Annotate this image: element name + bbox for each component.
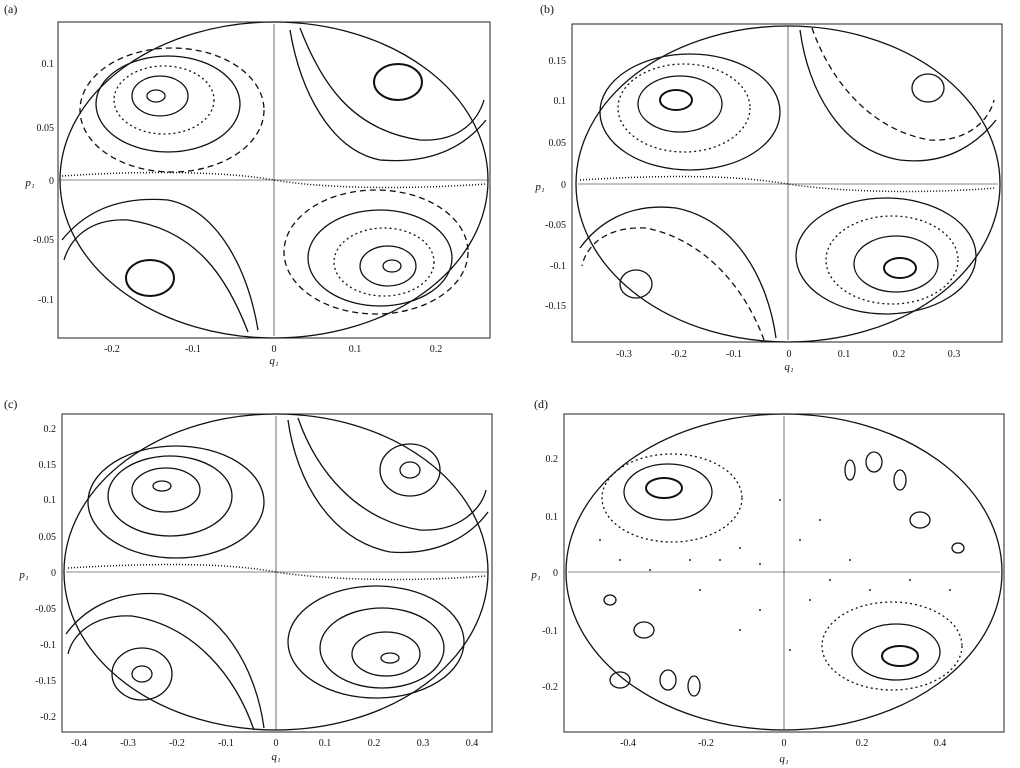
y-tick-label: 0.1 bbox=[554, 96, 567, 107]
panel-b-x-ticks: -0.3 -0.2 -0.1 0 0.1 0.2 0.3 bbox=[616, 349, 960, 360]
x-tick-label: -0.1 bbox=[726, 349, 742, 360]
x-tick-label: -0.2 bbox=[698, 738, 714, 749]
y-tick-label: -0.2 bbox=[40, 712, 56, 723]
y-tick-label: 0.05 bbox=[549, 138, 567, 149]
panel-a-x-axis-label: q₁ bbox=[269, 355, 279, 367]
y-tick-label: -0.1 bbox=[38, 295, 54, 306]
y-tick-label: 0.1 bbox=[42, 59, 55, 70]
panel-d-x-ticks: -0.4 -0.2 0 0.2 0.4 bbox=[620, 738, 946, 749]
x-tick-label: -0.1 bbox=[218, 738, 234, 749]
panel-b-y-ticks: 0.15 0.1 0.05 0 -0.05 -0.1 -0.15 bbox=[545, 56, 566, 312]
panel-d-y-axis-label: p₁ bbox=[530, 569, 541, 581]
panel-c-curves bbox=[63, 413, 489, 731]
x-tick-label: 0.2 bbox=[856, 738, 869, 749]
panel-a: (a) -0 bbox=[4, 2, 491, 367]
y-tick-label: 0.2 bbox=[546, 454, 559, 465]
x-tick-label: -0.4 bbox=[620, 738, 636, 749]
x-tick-label: 0.2 bbox=[368, 738, 381, 749]
x-tick-label: -0.2 bbox=[671, 349, 687, 360]
y-tick-label: 0.15 bbox=[39, 460, 57, 471]
panel-c-y-ticks: 0.2 0.15 0.1 0.05 0 -0.05 -0.1 -0.15 -0.… bbox=[35, 424, 56, 723]
y-tick-label: -0.05 bbox=[35, 604, 56, 615]
panel-b-y-axis-label: p₁ bbox=[534, 181, 545, 193]
y-tick-label: 0 bbox=[553, 568, 558, 579]
panel-c-label: (c) bbox=[4, 397, 17, 411]
y-tick-label: -0.1 bbox=[40, 640, 56, 651]
panel-d-label: (d) bbox=[534, 397, 548, 411]
panel-b: (b) -0.3 -0.2 bbox=[534, 2, 1003, 373]
panel-b-curves bbox=[575, 25, 1001, 343]
x-tick-label: 0.4 bbox=[934, 738, 947, 749]
panel-a-y-ticks: 0.1 0.05 0 -0.05 -0.1 bbox=[33, 59, 54, 306]
y-tick-label: 0.15 bbox=[549, 56, 567, 67]
x-tick-label: -0.3 bbox=[616, 349, 632, 360]
panel-a-label: (a) bbox=[4, 2, 17, 16]
panel-c-y-axis-label: p₁ bbox=[18, 569, 29, 581]
x-tick-label: -0.2 bbox=[104, 344, 120, 355]
x-tick-label: 0 bbox=[782, 738, 787, 749]
x-tick-label: 0 bbox=[274, 738, 279, 749]
y-tick-label: 0.05 bbox=[39, 532, 57, 543]
x-tick-label: -0.1 bbox=[185, 344, 201, 355]
x-tick-label: 0.1 bbox=[319, 738, 332, 749]
panel-d-x-axis-label: q₁ bbox=[779, 753, 789, 765]
panel-d: (d) bbox=[530, 397, 1005, 765]
y-tick-label: -0.15 bbox=[35, 676, 56, 687]
x-tick-label: 0.2 bbox=[430, 344, 443, 355]
panel-c-x-axis-label: q₁ bbox=[271, 751, 281, 763]
panel-a-x-ticks: -0.2 -0.1 0 0.1 0.2 bbox=[104, 344, 442, 355]
panel-b-label: (b) bbox=[540, 2, 554, 16]
x-tick-label: 0.4 bbox=[466, 738, 479, 749]
x-tick-label: 0.3 bbox=[417, 738, 430, 749]
panel-d-chaotic-sea bbox=[599, 499, 951, 651]
x-tick-label: 0.1 bbox=[349, 344, 362, 355]
y-tick-label: 0 bbox=[51, 568, 56, 579]
x-tick-label: -0.2 bbox=[169, 738, 185, 749]
y-tick-label: 0 bbox=[49, 176, 54, 187]
panel-c-x-ticks: -0.4 -0.3 -0.2 -0.1 0 0.1 0.2 0.3 0.4 bbox=[71, 738, 478, 749]
y-tick-label: -0.15 bbox=[545, 301, 566, 312]
y-tick-label: 0.1 bbox=[44, 495, 57, 506]
x-tick-label: 0.1 bbox=[838, 349, 851, 360]
panel-b-x-axis-label: q₁ bbox=[784, 361, 794, 373]
y-tick-label: -0.05 bbox=[545, 220, 566, 231]
y-tick-label: 0.1 bbox=[546, 512, 559, 523]
panel-d-curves bbox=[565, 413, 1003, 731]
x-tick-label: 0.2 bbox=[893, 349, 906, 360]
x-tick-label: 0 bbox=[272, 344, 277, 355]
panel-d-y-ticks: 0.2 0.1 0 -0.1 -0.2 bbox=[542, 454, 558, 693]
x-tick-label: -0.3 bbox=[120, 738, 136, 749]
panel-c: (c) -0 bbox=[4, 397, 493, 763]
panel-a-curves bbox=[59, 21, 489, 339]
y-tick-label: 0.05 bbox=[37, 123, 55, 134]
y-tick-label: -0.1 bbox=[542, 626, 558, 637]
y-tick-label: 0.2 bbox=[44, 424, 57, 435]
y-tick-label: 0 bbox=[561, 180, 566, 191]
x-tick-label: 0.3 bbox=[948, 349, 961, 360]
y-tick-label: -0.1 bbox=[550, 261, 566, 272]
y-tick-label: -0.2 bbox=[542, 682, 558, 693]
x-tick-label: -0.4 bbox=[71, 738, 87, 749]
y-tick-label: -0.05 bbox=[33, 235, 54, 246]
panel-a-y-axis-label: p₁ bbox=[24, 177, 35, 189]
x-tick-label: 0 bbox=[787, 349, 792, 360]
